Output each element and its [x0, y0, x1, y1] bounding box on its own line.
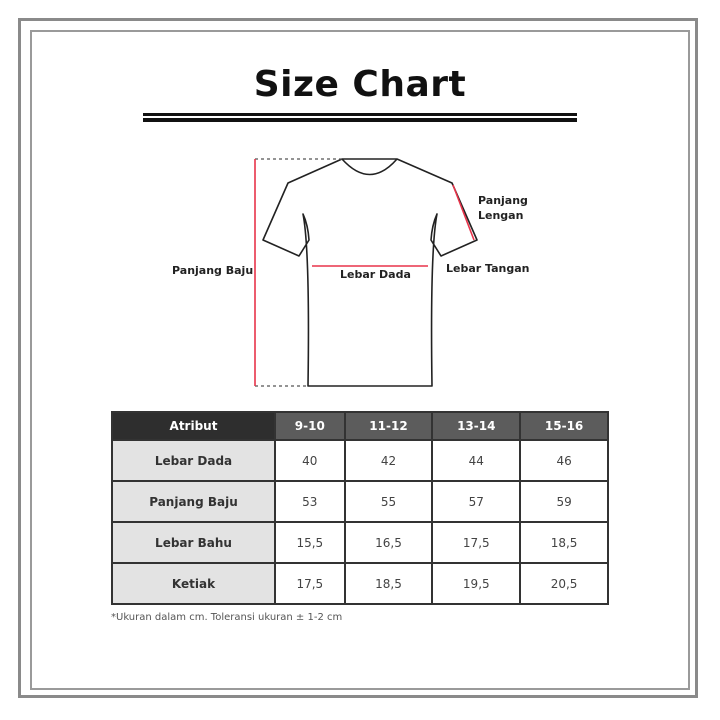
label-lebar-dada: Lebar Dada — [340, 268, 411, 281]
size-table: Atribut 9-10 11-12 13-14 15-16 Lebar Dad… — [111, 411, 609, 605]
row-label: Lebar Dada — [111, 439, 276, 482]
cell: 20,5 — [519, 562, 609, 605]
size-note: *Ukuran dalam cm. Toleransi ukuran ± 1-2… — [111, 612, 343, 623]
table-row: Lebar Dada 40 42 44 46 — [111, 439, 609, 482]
cell: 40 — [274, 439, 346, 482]
cell: 16,5 — [343, 521, 434, 564]
cell: 18,5 — [519, 521, 609, 564]
header-size: 13-14 — [431, 411, 522, 441]
page-title: Size Chart — [253, 64, 467, 105]
label-panjang-baju: Panjang Baju — [172, 264, 254, 277]
title-divider — [143, 113, 577, 116]
row-label: Panjang Baju — [111, 480, 276, 523]
cell: 15,5 — [274, 521, 346, 564]
table-row: Panjang Baju 53 55 57 59 — [111, 480, 609, 523]
cell: 17,5 — [431, 521, 522, 564]
outer-frame — [18, 18, 698, 698]
label-lebar-tangan: Lebar Tangan — [446, 262, 530, 275]
cell: 59 — [519, 480, 609, 523]
cell: 55 — [343, 480, 434, 523]
cell: 53 — [274, 480, 346, 523]
inner-frame — [30, 30, 690, 690]
header-atribut: Atribut — [111, 411, 276, 441]
label-panjang-lengan: Panjang Lengan — [478, 194, 528, 222]
cell: 42 — [343, 439, 434, 482]
table-header-row: Atribut 9-10 11-12 13-14 15-16 — [111, 411, 609, 441]
header-size: 15-16 — [519, 411, 609, 441]
panjang-lengan-line — [452, 184, 475, 241]
cell: 57 — [431, 480, 522, 523]
row-label: Ketiak — [111, 562, 276, 605]
table-row: Ketiak 17,5 18,5 19,5 20,5 — [111, 562, 609, 605]
row-label: Lebar Bahu — [111, 521, 276, 564]
cell: 18,5 — [343, 562, 434, 605]
title-divider-thick — [143, 118, 577, 122]
cell: 46 — [519, 439, 609, 482]
tshirt-neckline — [341, 158, 398, 176]
cell: 44 — [431, 439, 522, 482]
header-size: 11-12 — [343, 411, 434, 441]
header-size: 9-10 — [274, 411, 346, 441]
tshirt-outline — [262, 158, 478, 387]
cell: 17,5 — [274, 562, 346, 605]
table-row: Lebar Bahu 15,5 16,5 17,5 18,5 — [111, 521, 609, 564]
cell: 19,5 — [431, 562, 522, 605]
